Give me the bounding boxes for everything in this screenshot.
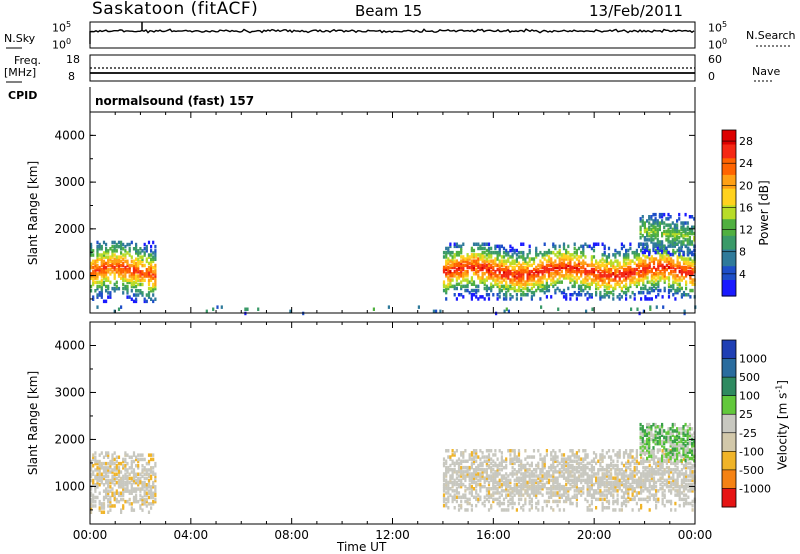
station-title: Saskatoon (fitACF) — [92, 0, 259, 19]
velocity-colorbar-frame — [721, 339, 737, 508]
x-tick-label: 20:00 — [577, 528, 612, 542]
velocity-ytick-label: 2000 — [54, 432, 85, 446]
velocity-colorbar-label-text: Velocity [m s-1] — [774, 380, 790, 470]
freq-strip-frame — [89, 54, 696, 82]
x-tick-label: 16:00 — [476, 528, 511, 542]
velocity-colorbar-tick-label: 500 — [739, 371, 760, 384]
nave-label: Nave — [752, 65, 781, 78]
velocity-colorbar-tick-label: -1000 — [739, 482, 771, 495]
freq-label: Freq. — [14, 54, 42, 67]
power-colorbar-frame — [721, 129, 737, 297]
power-colorbar — [722, 130, 736, 297]
noise-strip-frame — [89, 21, 696, 49]
x-tick-label: 00:00 — [678, 528, 713, 542]
velocity-colorbar-tick-label: 25 — [739, 408, 753, 421]
power-cells — [90, 212, 697, 316]
power-colorbar-tick-label: 12 — [739, 224, 753, 237]
power-panel-ylabel: Slant Range [km] — [26, 160, 40, 266]
x-axis-label: Time UT — [337, 540, 387, 554]
x-tick-label: 04:00 — [174, 528, 209, 542]
nave-right-bottom-tick: 0 — [708, 70, 715, 83]
velocity-colorbar-tick-label: 100 — [739, 390, 760, 403]
velocity-ytick-label: 3000 — [54, 385, 85, 399]
velocity-panel-ylabel: Slant Range [km] — [26, 370, 40, 476]
velocity-cells — [90, 422, 696, 514]
power-colorbar-tick-label: 4 — [739, 268, 746, 281]
power-ytick-label: 4000 — [54, 128, 85, 142]
freq-unit-label: [MHz] — [4, 66, 37, 79]
velocity-colorbar — [722, 340, 736, 508]
velocity-ytick-label: 4000 — [54, 338, 85, 352]
x-tick-label: 12:00 — [375, 528, 410, 542]
x-tick-label: 08:00 — [274, 528, 309, 542]
power-colorbar-tick-label: 8 — [739, 246, 746, 259]
nsky-label: N.Sky — [4, 32, 36, 45]
freq-left-bottom-tick: 8 — [68, 70, 75, 83]
x-tick-label: 00:00 — [73, 528, 108, 542]
power-ytick-label: 3000 — [54, 175, 85, 189]
velocity-colorbar-tick-label: -100 — [739, 445, 764, 458]
cpid-label: CPID — [8, 89, 38, 102]
power-colorbar-tick-label: 28 — [739, 135, 753, 148]
nave-right-top-tick: 60 — [708, 53, 722, 66]
velocity-colorbar-tick-label: -500 — [739, 464, 764, 477]
power-ytick-label: 2000 — [54, 222, 85, 236]
noise-trace — [89, 28, 695, 44]
noise-right-bottom-tick: 100 — [708, 37, 728, 52]
velocity-colorbar-tick-label: 1000 — [739, 353, 767, 366]
freq-left-top-tick: 18 — [66, 53, 80, 66]
power-colorbar-label: Power [dB] — [757, 180, 771, 246]
velocity-colorbar-tick-label: -25 — [739, 427, 757, 440]
noise-left-bottom-tick: 100 — [52, 37, 72, 52]
power-colorbar-tick-label: 20 — [739, 179, 753, 192]
power-colorbar-tick-label: 24 — [739, 157, 753, 170]
noise-left-top-tick: 105 — [52, 20, 72, 35]
date-title: 13/Feb/2011 — [589, 2, 683, 20]
power-colorbar-tick-label: 16 — [739, 201, 753, 214]
power-ytick-label: 1000 — [54, 269, 85, 283]
beam-title: Beam 15 — [355, 2, 423, 20]
cpid-text: normalsound (fast) 157 — [95, 94, 255, 108]
velocity-ytick-label: 1000 — [54, 479, 85, 493]
nsearch-label: N.Search — [746, 29, 796, 42]
noise-right-top-tick: 105 — [708, 20, 728, 35]
